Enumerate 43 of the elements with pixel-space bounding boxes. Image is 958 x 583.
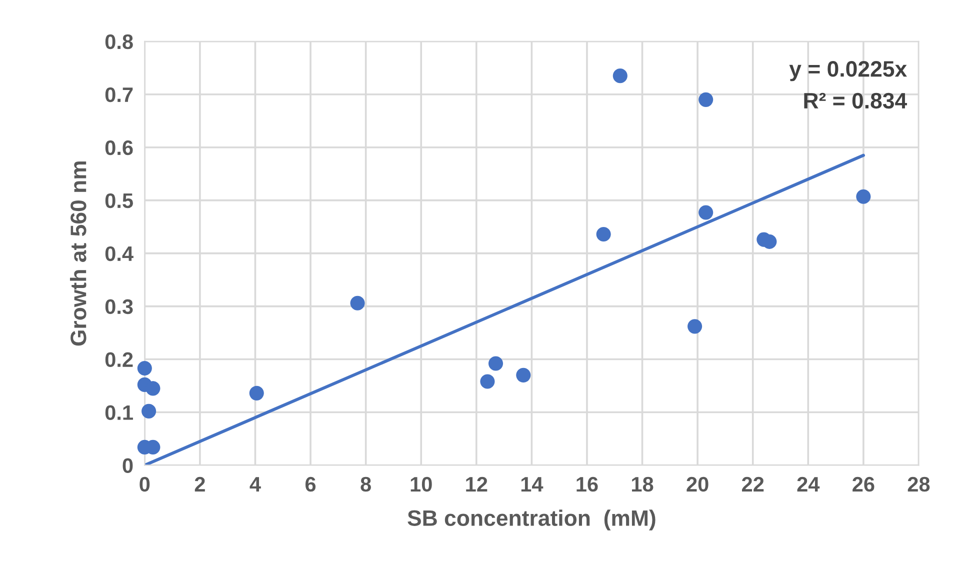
x-tick-label: 26 [852,476,874,492]
y-tick-label: 0.8 [105,34,133,50]
point [856,189,871,204]
x-tick-label: 0 [140,476,150,492]
annotation: y = 0.0225x [789,61,907,82]
x-axis-title: SB concentration (mM) [408,510,656,530]
point [350,296,365,310]
point [249,386,264,400]
x-tick-label: 24 [797,476,820,492]
y-tick-label: 0.3 [105,299,133,314]
point [596,226,611,242]
point [698,92,714,107]
x-tick-label: 4 [250,477,261,492]
y-tick-label: 0.2 [105,352,133,368]
point [146,381,160,396]
x-tick-label: 2 [194,476,205,492]
y-tick-label: 0.6 [105,140,133,156]
x-tick-label: 12 [466,476,488,492]
y-tick-label: 0.5 [105,193,133,208]
x-tick-label: 20 [686,476,708,492]
x-tick-label: 22 [742,476,764,492]
x-tick-label: 8 [360,476,371,492]
point [688,319,702,334]
x-tick-label: 14 [521,477,544,492]
y-axis-title: Growth at 560 nm [70,161,86,346]
point [142,404,156,418]
point [516,368,531,382]
x-tick-label: 28 [908,476,930,492]
x-tick-label: 16 [576,476,598,492]
point [137,360,152,376]
point [488,356,504,371]
x-tick-label: 18 [632,476,654,492]
x-tick-label: 6 [306,476,316,492]
point [612,68,628,84]
y-tick-label: 0.4 [105,246,134,262]
y-tick-label: 0.7 [105,87,133,102]
point [480,374,495,389]
x-tick-label: 10 [410,476,432,492]
annotation: R² = 0.834 [804,92,907,109]
y-tick-label: 0 [122,458,133,473]
point [762,234,777,249]
point [698,205,714,220]
y-tick-label: 0.1 [105,405,133,420]
